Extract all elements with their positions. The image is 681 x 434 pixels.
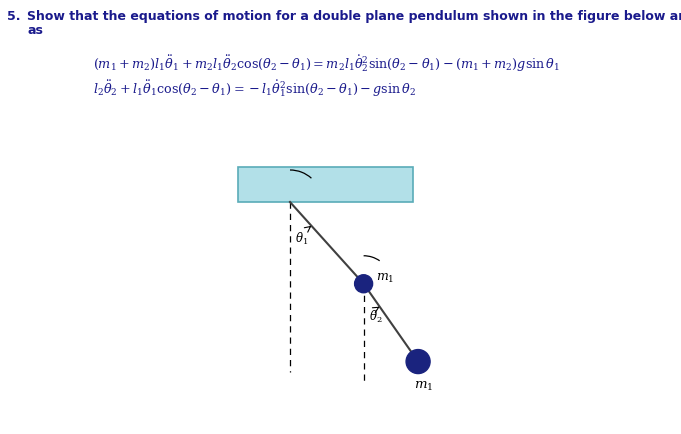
Text: 5.: 5. — [7, 10, 20, 23]
Text: $\theta_1$: $\theta_1$ — [295, 230, 308, 247]
Text: Show that the equations of motion for a double plane pendulum shown in the figur: Show that the equations of motion for a … — [27, 10, 681, 23]
Text: $\theta_2$: $\theta_2$ — [368, 308, 382, 324]
Circle shape — [355, 275, 373, 293]
Text: $l_2\ddot{\theta}_2+l_1\ddot{\theta}_1\cos(\theta_2-\theta_1)=-l_1\dot{\theta}_1: $l_2\ddot{\theta}_2+l_1\ddot{\theta}_1\c… — [93, 78, 416, 99]
Circle shape — [406, 350, 430, 374]
Bar — [238, 168, 413, 203]
Text: as: as — [27, 24, 43, 37]
Text: $(m_1+m_2)l_1\ddot{\theta}_1+m_2l_1\ddot{\theta}_2\cos(\theta_2-\theta_1)=m_2l_1: $(m_1+m_2)l_1\ddot{\theta}_1+m_2l_1\ddot… — [93, 53, 560, 74]
Text: $m_1$: $m_1$ — [376, 272, 394, 285]
Text: $m_1$: $m_1$ — [414, 379, 433, 392]
